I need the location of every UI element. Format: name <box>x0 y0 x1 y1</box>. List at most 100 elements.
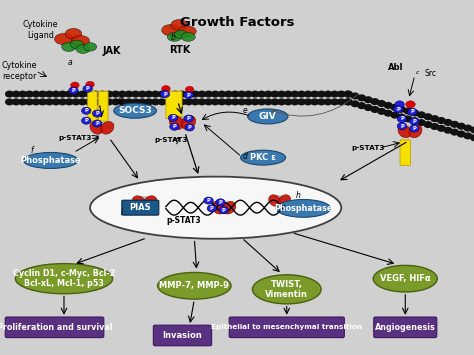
Circle shape <box>238 91 246 97</box>
Circle shape <box>82 107 91 114</box>
Circle shape <box>185 91 192 97</box>
Circle shape <box>304 91 312 97</box>
Text: d: d <box>243 152 247 161</box>
FancyBboxPatch shape <box>5 317 104 338</box>
Circle shape <box>79 99 86 105</box>
Circle shape <box>391 104 399 110</box>
Text: p-STAT3: p-STAT3 <box>352 146 385 151</box>
Circle shape <box>165 91 173 97</box>
Text: JAK: JAK <box>102 47 121 56</box>
Circle shape <box>431 116 438 121</box>
Circle shape <box>12 99 20 105</box>
Circle shape <box>65 99 73 105</box>
Text: Proliferation and survival: Proliferation and survival <box>0 323 112 332</box>
Ellipse shape <box>132 196 146 209</box>
Text: P: P <box>410 109 414 114</box>
Circle shape <box>298 99 305 105</box>
Circle shape <box>65 91 73 97</box>
Text: Phosphatase: Phosphatase <box>20 156 81 165</box>
Circle shape <box>85 91 93 97</box>
Circle shape <box>331 91 338 97</box>
Text: b: b <box>171 33 175 42</box>
Ellipse shape <box>23 152 78 168</box>
Circle shape <box>132 99 139 105</box>
Circle shape <box>32 91 40 97</box>
Ellipse shape <box>181 33 195 42</box>
Circle shape <box>59 91 66 97</box>
Circle shape <box>205 99 212 105</box>
Circle shape <box>52 99 60 105</box>
Ellipse shape <box>276 200 331 217</box>
Circle shape <box>464 133 472 139</box>
Text: Invasion: Invasion <box>163 331 202 340</box>
Circle shape <box>457 131 465 137</box>
Circle shape <box>152 91 159 97</box>
Circle shape <box>158 99 166 105</box>
Circle shape <box>12 91 20 97</box>
Ellipse shape <box>212 201 225 214</box>
Circle shape <box>225 99 232 105</box>
Circle shape <box>105 91 113 97</box>
Text: P: P <box>400 116 404 121</box>
Circle shape <box>99 91 106 97</box>
Circle shape <box>451 121 458 127</box>
Circle shape <box>138 99 146 105</box>
Circle shape <box>393 106 403 113</box>
Circle shape <box>178 99 186 105</box>
Text: Epithelial to mesenchymal transition: Epithelial to mesenchymal transition <box>211 324 362 330</box>
Circle shape <box>291 91 299 97</box>
Ellipse shape <box>171 20 187 30</box>
Text: P: P <box>163 92 167 97</box>
Circle shape <box>298 91 305 97</box>
Ellipse shape <box>270 196 290 201</box>
Text: e: e <box>243 105 247 115</box>
Circle shape <box>83 85 92 92</box>
Ellipse shape <box>162 24 180 36</box>
Ellipse shape <box>65 28 82 39</box>
Text: Cytokine
receptor: Cytokine receptor <box>1 61 36 81</box>
Text: p-STAT3: p-STAT3 <box>166 216 201 225</box>
Circle shape <box>92 99 100 105</box>
Text: P: P <box>400 124 404 129</box>
Circle shape <box>378 109 385 114</box>
Circle shape <box>59 99 66 105</box>
Circle shape <box>72 99 80 105</box>
Circle shape <box>457 123 465 129</box>
Circle shape <box>471 127 474 133</box>
Text: a: a <box>67 58 72 67</box>
Text: P: P <box>86 86 90 91</box>
FancyBboxPatch shape <box>374 317 437 338</box>
Circle shape <box>207 205 217 212</box>
Circle shape <box>324 91 332 97</box>
Circle shape <box>404 116 412 122</box>
Ellipse shape <box>62 42 76 51</box>
Circle shape <box>418 120 425 126</box>
Text: P: P <box>219 200 222 205</box>
Circle shape <box>92 120 102 127</box>
Ellipse shape <box>373 266 437 292</box>
Circle shape <box>178 91 186 97</box>
Ellipse shape <box>114 103 156 118</box>
Circle shape <box>231 91 239 97</box>
Circle shape <box>424 114 432 120</box>
Text: p-STAT3: p-STAT3 <box>154 137 187 143</box>
FancyBboxPatch shape <box>153 325 211 346</box>
Circle shape <box>304 99 312 105</box>
Circle shape <box>145 99 153 105</box>
Text: P: P <box>72 88 75 93</box>
Circle shape <box>391 112 399 118</box>
Ellipse shape <box>55 33 73 45</box>
Ellipse shape <box>157 273 231 299</box>
Circle shape <box>165 99 173 105</box>
Text: Growth Factors: Growth Factors <box>180 16 294 29</box>
Circle shape <box>198 99 206 105</box>
Circle shape <box>172 91 179 97</box>
Circle shape <box>251 91 259 97</box>
Circle shape <box>112 91 119 97</box>
Circle shape <box>162 86 170 92</box>
Text: P: P <box>84 108 88 113</box>
Text: c: c <box>416 70 419 75</box>
Circle shape <box>278 91 285 97</box>
Text: P: P <box>396 107 400 112</box>
Circle shape <box>52 91 60 97</box>
